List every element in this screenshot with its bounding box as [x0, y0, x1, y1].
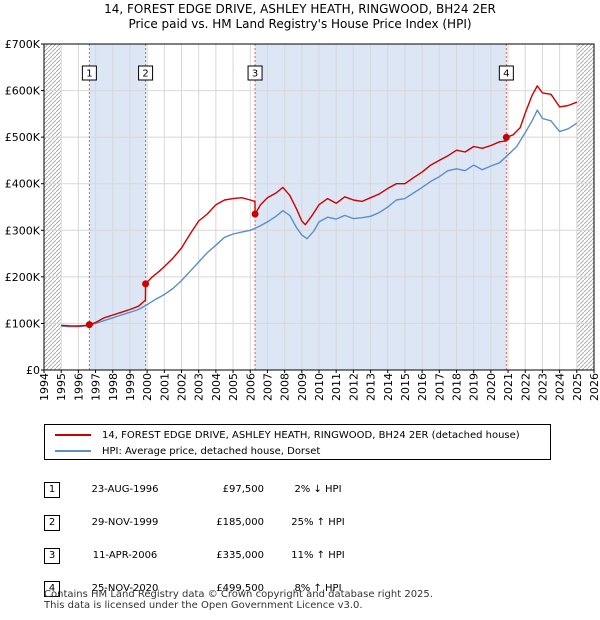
x-tick-label: 2011: [330, 373, 343, 401]
footer-line1: Contains HM Land Registry data © Crown c…: [44, 589, 433, 600]
sale-number-badge: 3: [44, 547, 60, 564]
x-tick-label: 1995: [55, 373, 68, 401]
x-tick-label: 2017: [433, 373, 446, 401]
x-tick-label: 2020: [485, 373, 498, 401]
sale-hpi-diff: 2% ↓ HPI: [294, 484, 342, 495]
sale-price: £499,500: [216, 583, 264, 594]
legend-swatch-blue: [55, 450, 91, 452]
sale-marker: [85, 321, 93, 329]
sale-label-box: [247, 65, 263, 81]
x-tick-label: 2023: [536, 373, 549, 401]
sale-date: 11-APR-2006: [92, 550, 158, 561]
x-tick-label: 2004: [210, 373, 223, 401]
x-tick-label: 2024: [554, 373, 567, 401]
legend: 14, FOREST EDGE DRIVE, ASHLEY HEATH, RIN…: [44, 424, 551, 460]
x-tick-label: 2016: [416, 373, 429, 401]
x-tick-label: 2015: [399, 373, 412, 401]
sale-number-badge: 2: [44, 514, 60, 531]
y-tick-label: £200K: [5, 271, 41, 284]
footer: Contains HM Land Registry data © Crown c…: [44, 589, 433, 611]
footer-line2: This data is licensed under the Open Gov…: [44, 600, 363, 611]
legend-swatch-red: [55, 434, 91, 436]
x-tick-label: 2007: [261, 373, 274, 401]
sale-date: 23-AUG-1996: [91, 484, 159, 495]
price-chart: 1 2 3 4 £0 £100K £200K £300K £400K £500K £600K £70…: [5, 38, 600, 401]
chart-title-line1: 14, FOREST EDGE DRIVE, ASHLEY HEATH, RIN…: [104, 2, 496, 16]
hatched-region-future: [576, 44, 594, 370]
x-tick-label: 2008: [279, 373, 292, 401]
x-tick-label: 2003: [193, 373, 206, 401]
sale-price: £97,500: [222, 484, 264, 495]
x-tick-label: 2000: [141, 373, 154, 401]
table-row: 2 29-NOV-1999 £185,000 25% ↑ HPI: [44, 506, 372, 539]
x-tick-label: 1999: [124, 373, 137, 401]
x-tick-label: 2022: [519, 373, 532, 401]
x-tick-label: 1994: [38, 373, 51, 401]
sale-date: 29-NOV-1999: [91, 517, 159, 528]
sale-label-text: 3: [252, 69, 258, 80]
x-tick-label: 2014: [382, 373, 395, 401]
x-tick-label: 2025: [571, 373, 584, 401]
y-tick-label: £600K: [5, 85, 41, 98]
x-tick-label: 1998: [107, 373, 120, 401]
sale-marker: [502, 133, 510, 141]
x-tick-label: 2013: [365, 373, 378, 401]
y-tick-label: £700K: [5, 38, 41, 51]
y-tick-label: £500K: [5, 131, 41, 144]
sale-price: £335,000: [216, 550, 264, 561]
y-tick-label: £0: [26, 364, 40, 377]
sale-number-badge: 1: [44, 481, 60, 498]
legend-item-property: 14, FOREST EDGE DRIVE, ASHLEY HEATH, RIN…: [55, 428, 520, 442]
x-tick-label: 1997: [90, 373, 103, 401]
sale-number-badge: 4: [44, 580, 60, 597]
x-tick-label: 1996: [72, 373, 85, 401]
sale-label-text: 1: [86, 69, 92, 80]
table-row: 4 25-NOV-2020 £499,500 8% ↑ HPI: [44, 572, 372, 605]
y-tick-label: £400K: [5, 178, 41, 191]
sale-hpi-diff: 11% ↑ HPI: [291, 550, 345, 561]
x-tick-label: 2005: [227, 373, 240, 401]
sale-price: £185,000: [216, 517, 264, 528]
sale-label-box: [138, 65, 154, 81]
table-row: 1 23-AUG-1996 £97,500 2% ↓ HPI: [44, 473, 372, 506]
sale-date: 25-NOV-2020: [91, 583, 159, 594]
x-tick-label: 2006: [244, 373, 257, 401]
x-tick-label: 2012: [347, 373, 360, 401]
chart-title-line2: Price paid vs. HM Land Registry's House …: [128, 17, 472, 31]
sale-hpi-diff: 25% ↑ HPI: [291, 517, 345, 528]
sale-label-text: 4: [503, 69, 509, 80]
x-tick-label: 2001: [158, 373, 171, 401]
x-tick-label: 2019: [468, 373, 481, 401]
x-tick-label: 2026: [588, 373, 600, 401]
table-row: 3 11-APR-2006 £335,000 11% ↑ HPI: [44, 539, 372, 572]
x-tick-label: 2009: [296, 373, 309, 401]
sale-hpi-diff: 8% ↑ HPI: [294, 583, 342, 594]
sale-marker: [142, 280, 150, 288]
x-tick-label: 2021: [502, 373, 515, 401]
x-tick-label: 2018: [451, 373, 464, 401]
y-tick-label: £300K: [5, 224, 41, 237]
legend-label-property: 14, FOREST EDGE DRIVE, ASHLEY HEATH, RIN…: [102, 429, 520, 441]
x-tick-label: 2002: [176, 373, 189, 401]
sale-label-box: [81, 65, 97, 81]
sales-table: 1 23-AUG-1996 £97,500 2% ↓ HPI 2 29-NOV-…: [44, 473, 372, 605]
hatched-region-start: [44, 44, 62, 370]
legend-label-hpi: HPI: Average price, detached house, Dors…: [102, 445, 321, 457]
sale-marker: [251, 210, 259, 218]
series-line-property: [61, 85, 578, 327]
sale-label-box: [498, 65, 514, 81]
legend-item-hpi: HPI: Average price, detached house, Dors…: [55, 444, 320, 458]
shaded-period: [255, 44, 507, 370]
sale-label-text: 2: [142, 69, 148, 80]
series-line-hpi: [61, 109, 578, 328]
y-tick-label: £100K: [5, 317, 41, 330]
x-tick-label: 2010: [313, 373, 326, 401]
